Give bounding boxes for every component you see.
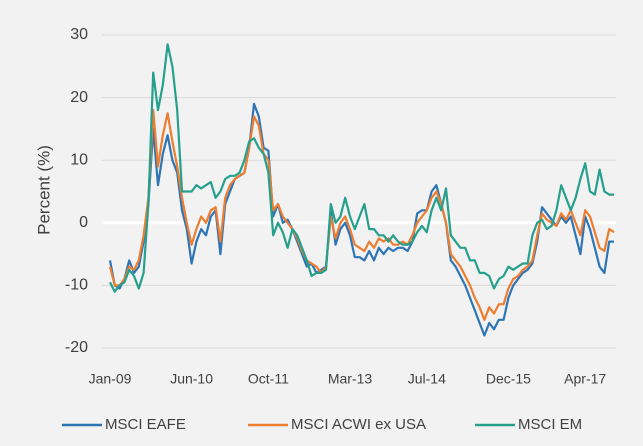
y-tick-label: -10 bbox=[65, 277, 88, 294]
x-tick-label: Apr-17 bbox=[564, 371, 606, 387]
series-line bbox=[109, 43, 614, 293]
y-tick-label: 30 bbox=[70, 26, 88, 43]
x-tick-label: Jun-10 bbox=[170, 371, 213, 387]
x-tick-label: Jul-14 bbox=[408, 371, 446, 387]
y-tick-label: 20 bbox=[70, 89, 88, 106]
legend-label: MSCI EAFE bbox=[105, 416, 186, 433]
y-tick-label: -20 bbox=[65, 339, 88, 356]
x-tick-label: Jan-09 bbox=[89, 371, 132, 387]
series-line bbox=[108, 109, 615, 321]
y-tick-label: 10 bbox=[70, 151, 88, 168]
x-tick-label: Oct-11 bbox=[248, 371, 289, 387]
y-axis-label: Percent (%) bbox=[34, 145, 53, 235]
legend-label: MSCI EM bbox=[518, 416, 582, 433]
x-tick-label: Mar-13 bbox=[328, 371, 373, 387]
series-line bbox=[108, 102, 614, 337]
x-tick-label: Dec-15 bbox=[486, 371, 531, 387]
legend-label: MSCI ACWI ex USA bbox=[291, 416, 426, 433]
y-tick-label: 0 bbox=[79, 214, 88, 231]
